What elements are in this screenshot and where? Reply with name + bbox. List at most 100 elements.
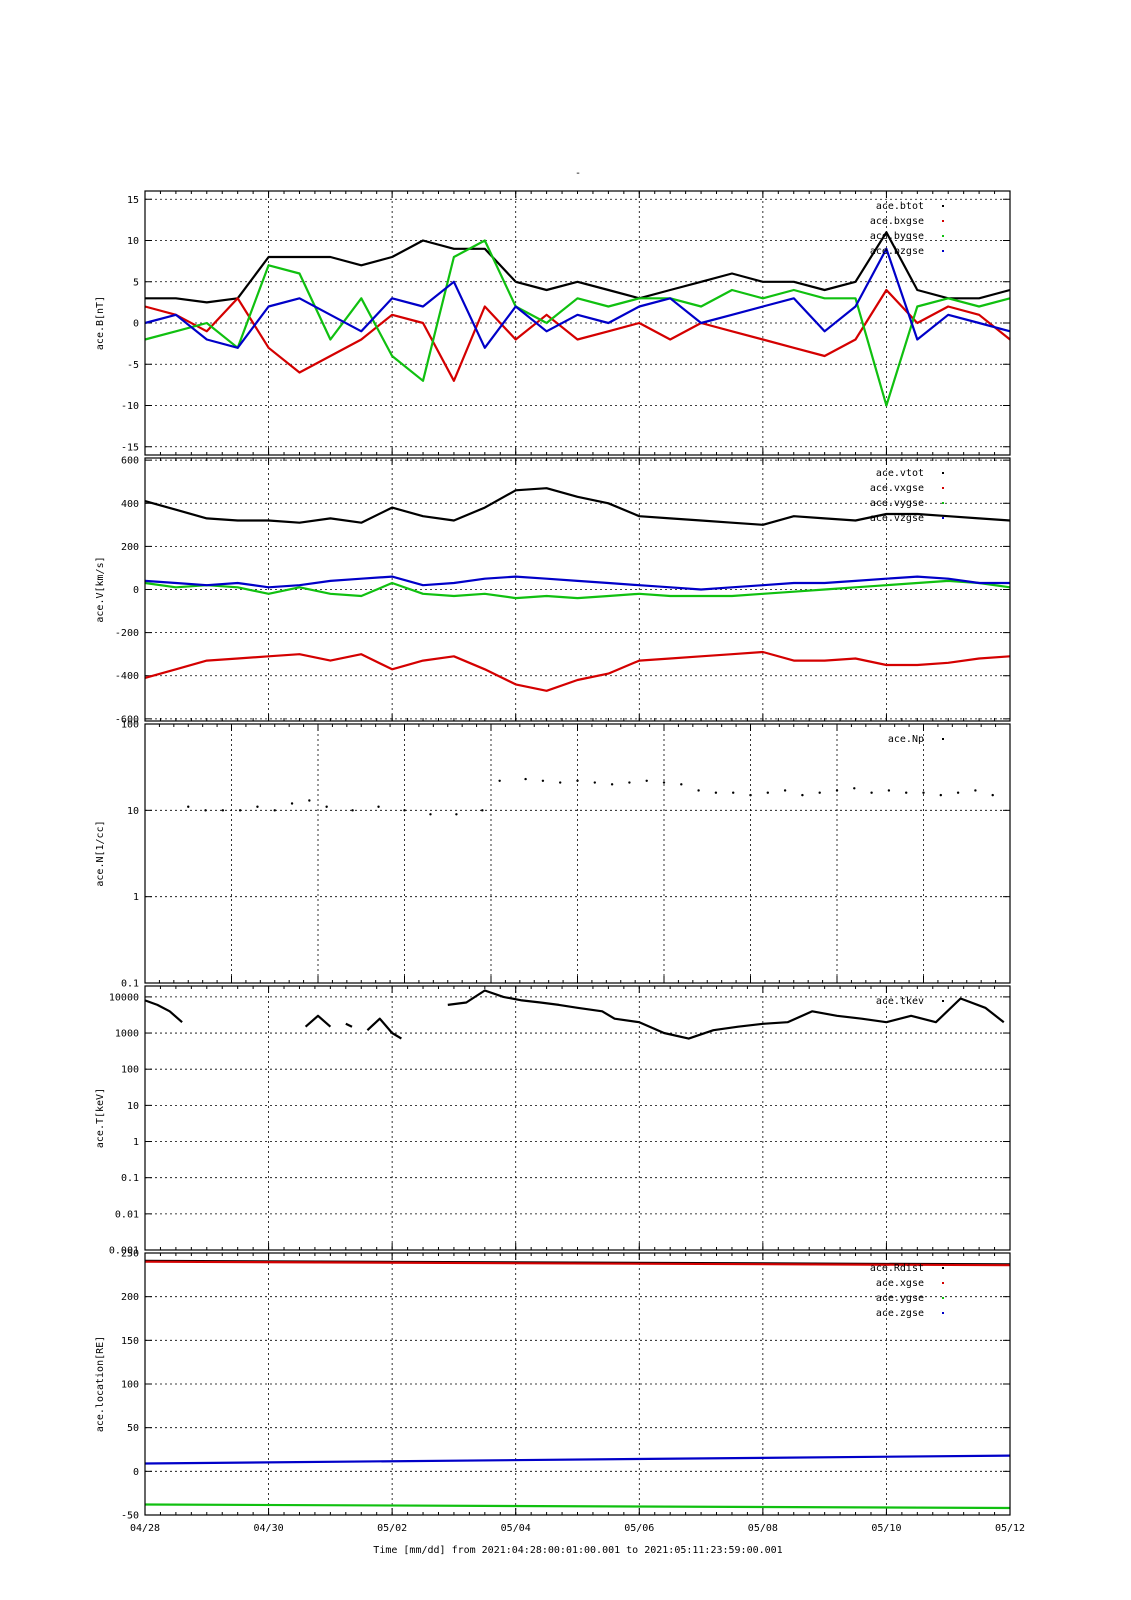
data-point [221,809,225,812]
legend-label: ace.bxgse [870,216,924,227]
y-tick-label: 50 [127,1423,139,1434]
data-point [645,779,648,782]
x-tick-label: 04/30 [254,1523,284,1534]
data-point [714,791,718,794]
y-tick-label: 1 [133,1137,139,1148]
series-line [144,1503,1011,1510]
y-tick-label: -400 [115,671,139,682]
legend-marker [942,487,944,489]
y-tick-label: -10 [121,401,139,412]
legend-label: ace.vxgse [870,483,924,494]
data-point [939,793,942,797]
data-point [870,791,873,794]
x-tick-label: 05/10 [871,1523,901,1534]
y-tick-label: 600 [121,456,139,467]
series-line [144,999,183,1024]
y-tick-label: -15 [121,442,139,453]
legend-marker [942,1297,944,1299]
legend-marker [942,235,944,237]
legend-marker [942,517,944,519]
data-point [991,793,994,797]
panel-5: 250 200 150 100 50 0 -50 ace.location[RE] ace.Rd… [95,1249,1011,1522]
legend-marker [942,1267,944,1269]
data-point [783,789,787,792]
panel-2: 600 400 200 0 -200 -400 -600 ace.V[km/s] ace.vto… [95,456,1011,725]
y-axis-label: ace.B[nT] [95,296,106,350]
x-tick-label: 05/08 [748,1523,778,1534]
series-line [144,239,1011,407]
legend-label: ace.Rdist [870,1263,924,1274]
legend-label: ace.vygse [870,498,924,509]
y-axis-label: ace.N[1/cc] [95,820,106,886]
data-point [680,783,683,786]
y-tick-label: 1 [133,892,139,903]
x-tick-label: 05/06 [624,1523,654,1534]
y-tick-label: 200 [121,542,139,553]
legend-marker [942,205,944,207]
panel-3: 100 10 1 0.1 ace.N[1/cc] ace.Np [95,720,1011,990]
y-tick-label: 0 [133,319,139,330]
data-point [818,791,821,794]
y-tick-label: 0.001 [109,1246,139,1257]
y-tick-label: -50 [121,1511,139,1522]
data-point [290,802,294,805]
y-tick-label: 100 [121,720,139,731]
data-point [697,789,700,792]
data-point [835,789,839,792]
series-line [304,1014,332,1028]
legend-label: ace.vzgse [870,513,924,524]
legend-label: ace.ygse [876,1293,924,1304]
series-line [144,579,1011,600]
series-line [144,575,1010,591]
data-point [905,791,908,794]
data-point [351,809,354,812]
y-tick-label: 10 [127,1101,139,1112]
y-tick-label: -5 [127,360,139,371]
y-tick-label: 100 [121,1380,139,1391]
data-point [308,799,311,802]
data-point [801,793,804,797]
series-line [145,231,1011,304]
plot-frame [144,457,1011,722]
y-axis-label: ace.location[RE] [95,1336,106,1432]
data-point [887,789,891,792]
legend-marker [942,250,944,252]
data-point [559,781,562,784]
legend-marker [942,1282,944,1284]
series-line [366,1017,402,1040]
y-tick-label: -200 [115,628,139,639]
y-tick-label: 1000 [115,1029,139,1040]
y-tick-label: 15 [127,195,139,206]
legend-label: ace.xgse [876,1278,924,1289]
y-axis-label: ace.T[keV] [95,1088,106,1148]
legend-marker [942,220,944,222]
plot-frame [144,985,1011,1251]
y-axis-label: ace.V[km/s] [95,556,106,622]
data-point [187,805,190,808]
data-point [325,805,328,808]
data-point [576,779,579,782]
data-point [541,779,545,782]
legend-marker [942,1000,944,1002]
y-tick-label: 150 [121,1336,139,1347]
plot-frame [144,190,1011,456]
y-tick-label: 100 [121,1065,139,1076]
data-point [403,809,406,812]
y-tick-label: 250 [121,1249,139,1260]
series-line [144,288,1011,382]
series-line [345,1022,353,1028]
y-tick-label: 0 [133,1467,139,1478]
y-tick-label: 10 [127,236,139,247]
x-tick-label: 05/12 [995,1523,1025,1534]
legend-label: ace.Np [888,734,924,745]
data-point [610,783,614,786]
series-line [144,487,1011,526]
legend-label: ace.vtot [876,468,924,479]
data-point [593,781,596,784]
legend-label: ace.bygse [870,231,924,242]
series-line [144,1260,1011,1267]
panel-1: 15 10 5 0 -5 -10 -15 ace.B[nT] ace.btot ace.bxgse… [95,190,1011,456]
data-point [238,809,242,812]
data-point [628,781,631,784]
